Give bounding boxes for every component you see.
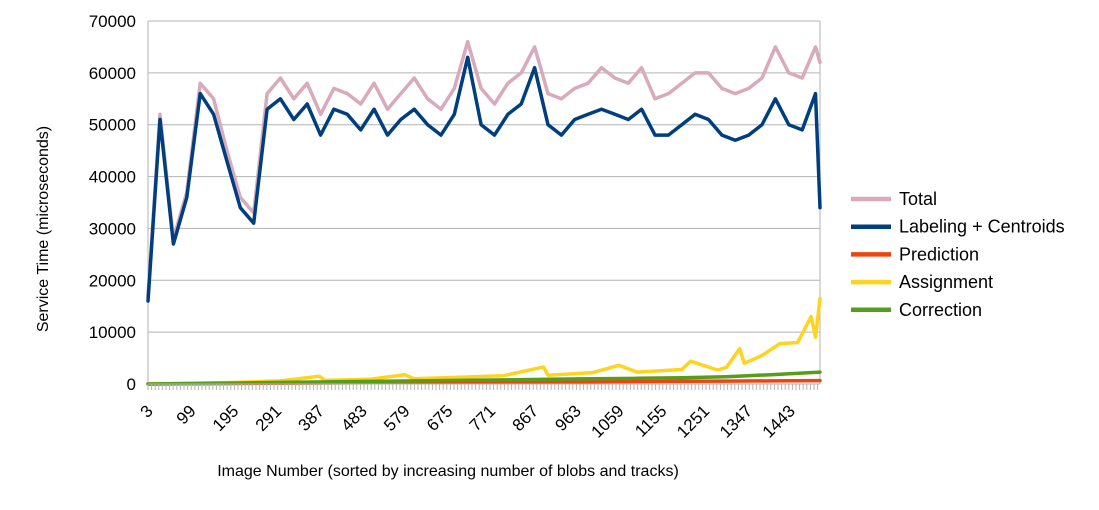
x-tick-label: 3: [137, 401, 157, 421]
x-tick-label: 1443: [759, 401, 799, 441]
y-tick-label: 40000: [89, 168, 136, 187]
legend-label: Prediction: [899, 244, 979, 264]
legend-label: Labeling + Centroids: [899, 217, 1065, 237]
x-tick-label: 1347: [716, 401, 756, 441]
series-line-0: [146, 39, 822, 298]
x-tick-label: 483: [337, 401, 370, 434]
legend-label: Correction: [899, 300, 982, 320]
y-tick-label: 20000: [89, 271, 136, 290]
x-axis: 3 99 195 291 387 483 579 675 771 867 963 1059 1155 12…: [137, 383, 820, 442]
plot-area: [146, 39, 822, 386]
legend-label: Assignment: [899, 272, 993, 292]
series-line-4: [146, 370, 822, 386]
y-axis-title: Service Time (microseconds): [35, 126, 52, 332]
y-tick-label: 10000: [89, 323, 136, 342]
grid: [147, 20, 821, 385]
x-tick-label: 579: [380, 401, 413, 434]
y-tick-label: 60000: [89, 64, 136, 83]
x-tick-label: 291: [252, 401, 285, 434]
x-tick-label: 867: [509, 401, 542, 434]
y-tick-label: 0: [127, 375, 136, 394]
x-tick-label: 963: [551, 401, 584, 434]
x-tick-label: 99: [173, 401, 200, 428]
x-axis-title: Image Number (sorted by increasing numbe…: [217, 463, 679, 480]
y-tick-label: 30000: [89, 219, 136, 238]
x-tick-label: 771: [466, 401, 499, 434]
x-tick-label: 1251: [673, 401, 713, 441]
y-tick-label: 50000: [89, 116, 136, 135]
legend-label: Total: [899, 189, 937, 209]
x-tick-label: 195: [209, 401, 242, 434]
legend: Total Labeling + Centroids Prediction Assig…: [851, 189, 1065, 320]
x-tick-label: 675: [423, 401, 456, 434]
y-axis: 0 10000 20000 30000 40000 50000 60000 70000: [89, 12, 136, 394]
x-tick-label: 387: [295, 401, 328, 434]
x-tick-label: 1059: [588, 401, 628, 441]
series-line-3: [146, 296, 822, 386]
x-tick-label: 1155: [631, 401, 670, 440]
y-tick-label: 70000: [89, 12, 136, 31]
series-line-1: [146, 55, 822, 303]
